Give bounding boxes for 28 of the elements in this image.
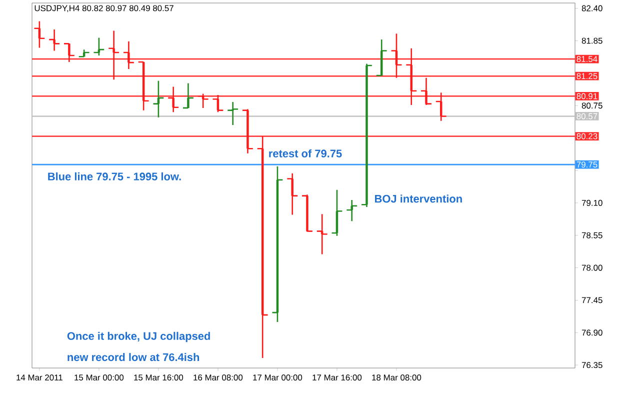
ref-line-label: 81.54 xyxy=(576,56,598,62)
x-tick-label: 17 Mar 16:00 xyxy=(312,374,362,380)
ref-line-label: 79.75 xyxy=(576,162,598,168)
ref-line-label: 81.25 xyxy=(576,73,598,80)
x-tick-label: 14 Mar 2011 xyxy=(16,374,62,380)
y-tick-label: 82.40 xyxy=(582,5,602,12)
ref-line-label: 80.91 xyxy=(576,93,598,100)
ref-line-label: 80.23 xyxy=(576,133,598,140)
annotation: Once it broke, UJ collapsed xyxy=(67,332,210,342)
annotation: BOJ intervention xyxy=(375,194,462,203)
y-tick-label: 77.45 xyxy=(582,297,602,304)
x-tick-label: 18 Mar 08:00 xyxy=(372,374,422,380)
y-tick-label: 78.55 xyxy=(582,232,602,238)
y-tick-label: 81.85 xyxy=(582,38,602,44)
x-tick-label: 15 Mar 16:00 xyxy=(134,374,184,380)
chart-title: USDJPY,H4 80.82 80.97 80.49 80.57 xyxy=(34,5,174,12)
annotation: Blue line 79.75 - 1995 low. xyxy=(48,172,181,180)
y-tick-label: 76.90 xyxy=(582,330,602,336)
y-tick-label: 76.35 xyxy=(582,362,602,368)
y-tick-label: 80.75 xyxy=(582,102,602,109)
x-tick-label: 15 Mar 00:00 xyxy=(74,374,124,380)
ref-line-label: 80.57 xyxy=(576,113,598,120)
annotation: retest of 79.75 xyxy=(269,149,342,158)
y-tick-label: 78.00 xyxy=(582,264,602,271)
y-tick-label: 79.10 xyxy=(582,200,602,206)
annotation: new record low at 76.4ish xyxy=(68,353,200,362)
x-tick-label: 16 Mar 08:00 xyxy=(194,374,243,380)
x-tick-label: 17 Mar 00:00 xyxy=(253,374,302,380)
